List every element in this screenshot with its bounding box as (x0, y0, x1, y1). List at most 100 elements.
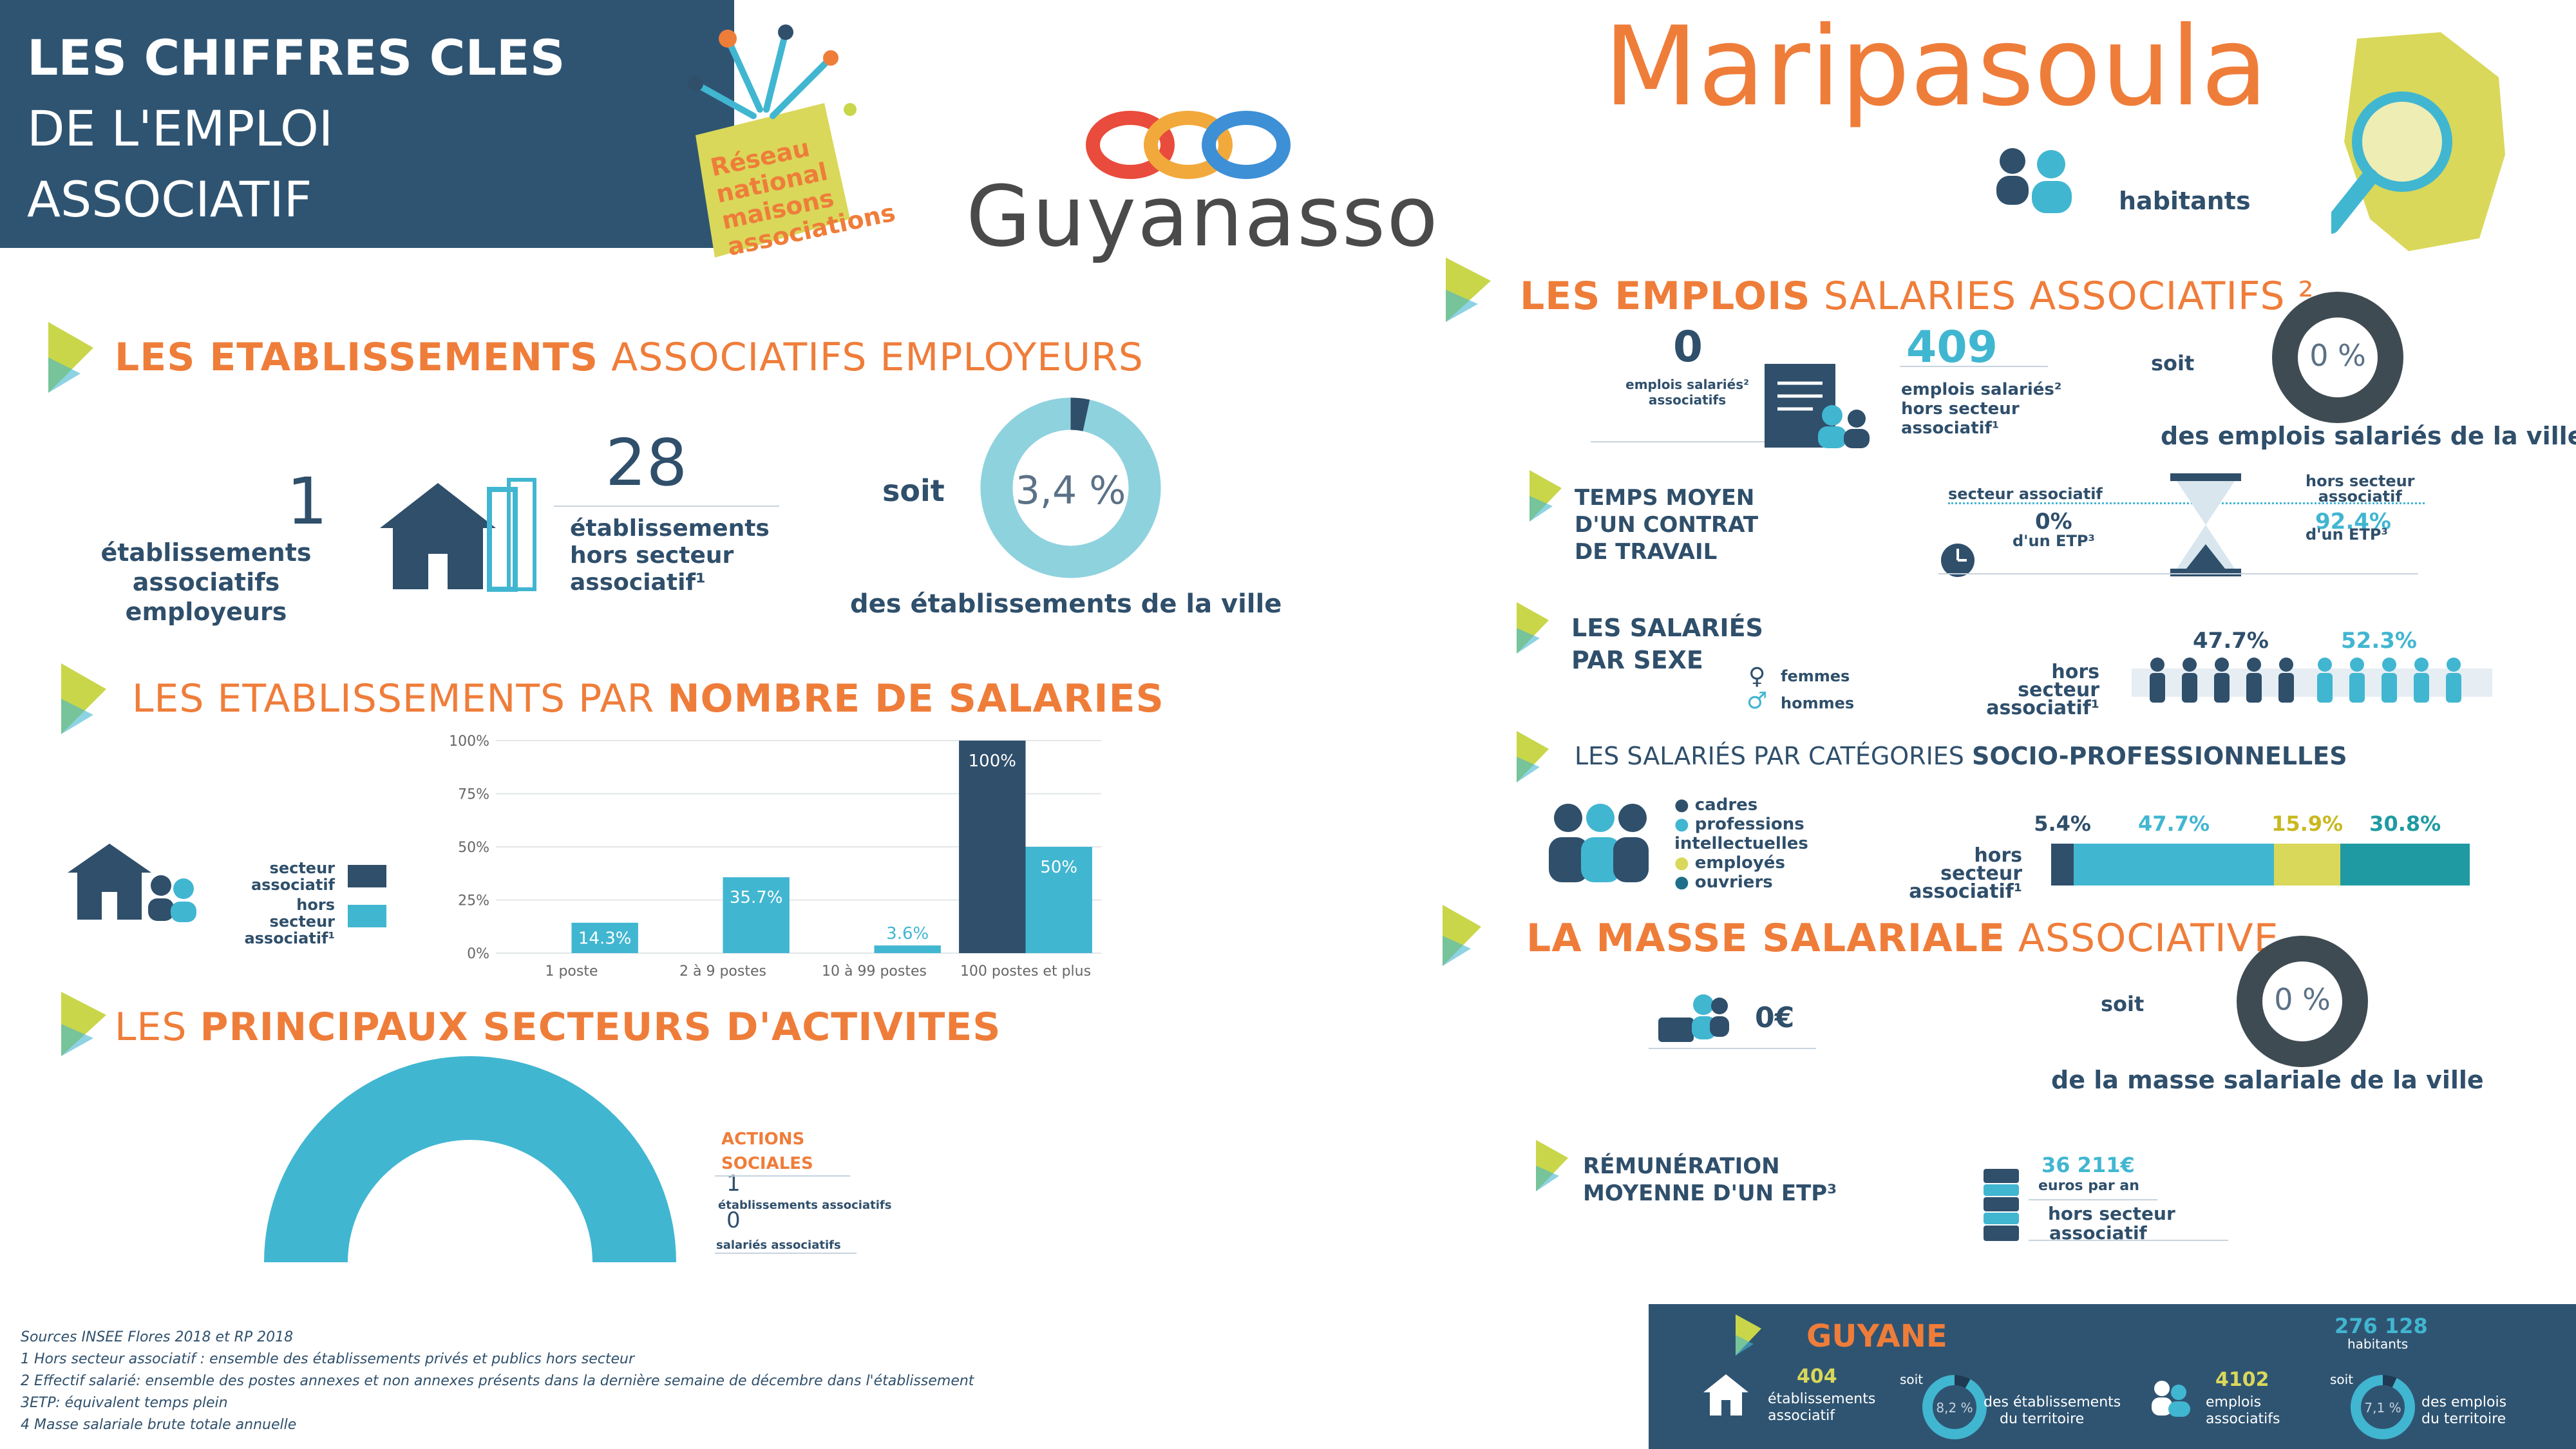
guyane-etab-count: 404 (1797, 1365, 1837, 1388)
emplois-count-label: emplois salariés² associatifs (1597, 377, 1777, 408)
house-buildings-icon (374, 477, 541, 595)
divider (1649, 1048, 1816, 1049)
csp-value-label: 5.4% (2034, 811, 2091, 836)
csp-row-label-2: associatif¹ (1909, 880, 2022, 903)
bar (723, 877, 790, 953)
section-marker-icon (1517, 602, 1549, 656)
csp-bar-segment (2340, 844, 2470, 886)
divider (2029, 1199, 2157, 1200)
secteurs-title-bold: PRINCIPAUX SECTEURS D'ACTIVITES (200, 1005, 1001, 1050)
etablissements-title: LES ETABLISSEMENTS ASSOCIATIFS EMPLOYEUR… (115, 335, 1144, 380)
emplois-title: LES EMPLOIS SALARIES ASSOCIATIFS ² (1520, 274, 2315, 319)
guyane-soit-2: soit (2330, 1372, 2354, 1387)
divider (715, 1175, 850, 1177)
csp-value-label: 47.7% (2137, 811, 2210, 836)
male-icon: ♂ (1747, 688, 1768, 714)
temps-hors-label-1: hors secteur (2306, 472, 2415, 490)
emplois-title-bold: LES EMPLOIS (1520, 274, 1811, 319)
guyane-panel: GUYANE 276 128 habitants 404 établisseme… (1649, 1304, 2576, 1449)
hors-etab-label: établissements hors secteur associatif¹ (570, 515, 770, 596)
sexe-row-label-1: hors secteur (2018, 661, 2099, 701)
header-title-line1: LES CHIFFRES CLES (27, 29, 565, 86)
csp-value-labels: 5.4% 47.7% 15.9% 30.8% (2034, 811, 2470, 837)
x-tick-label: 1 poste (545, 963, 598, 980)
hourglass-icon (2167, 473, 2244, 579)
guyane-habitants-label: habitants (2347, 1336, 2409, 1352)
guyane-emplois-arc (2351, 1375, 2415, 1439)
guyane-map (2323, 26, 2512, 258)
bar-chart: 0% 25% 50% 75% 100% 14.3% 1 poste 35.7% 2 à 9 po… (449, 734, 1101, 980)
divider (1938, 573, 2418, 574)
etab-share-value: 3,4 % (1015, 468, 1126, 513)
y-tick-label: 25% (458, 893, 489, 909)
guyane-etab-label: établissements associatif (1768, 1391, 1875, 1425)
masse-title: LA MASSE SALARIALE ASSOCIATIVE (1526, 916, 2279, 961)
divider (1591, 441, 1803, 442)
temps-hors-unit: d'un ETP³ (2306, 526, 2388, 544)
sexe-men-pct: 47.7% (2193, 628, 2269, 654)
emplois-share-donut: 0 % (2270, 290, 2405, 425)
csp-legend-label: cadres (1694, 795, 1758, 815)
clock-icon (1938, 541, 1977, 582)
hommes-label: hommes (1781, 694, 1855, 712)
header-title-line3: ASSOCIATIF (27, 171, 312, 228)
temps-hors-label-2: associatif (2318, 488, 2402, 506)
people-row (2132, 656, 2492, 710)
emplois-count-label-1: emplois salariés² (1625, 377, 1749, 392)
masse-share-value: 0 % (2274, 982, 2331, 1017)
csp-legend: ● cadres ● professions intellectuelles ●… (1674, 795, 1842, 892)
etablissements-title-bold: LES ETABLISSEMENTS (115, 335, 599, 380)
masse-title-rest: ASSOCIATIVE (2005, 916, 2279, 961)
guyane-etab-share: 8,2 % (1936, 1400, 1973, 1416)
guyane-etab-label-2: associatif (1768, 1408, 1835, 1424)
csp-legend-label: professions intellectuelles (1674, 815, 1808, 853)
header-title-box: LES CHIFFRES CLES DE L'EMPLOI ASSOCIATIF (0, 0, 734, 248)
emplois-hors-label-2: hors secteur (1901, 399, 2020, 419)
temps-hors-label: hors secteur associatif (2306, 473, 2415, 504)
guyanasso-logo: Guyanasso (966, 103, 1438, 270)
city-name: Maripasoula (1604, 3, 2268, 131)
brand-name: Guyanasso (966, 167, 1439, 265)
section-marker-icon (1443, 905, 1481, 969)
emplois-soit: soit (2151, 351, 2195, 375)
section-marker-icon (61, 663, 106, 737)
bar (874, 945, 941, 953)
divider (715, 1253, 857, 1254)
guyane-etab-label-1: établissements (1768, 1391, 1876, 1407)
sexe-title-2: PAR SEXE (1571, 646, 1703, 674)
source-line: 3ETP: équivalent temps plein (21, 1395, 228, 1411)
dotted-line (1948, 502, 2425, 504)
people-icon (1990, 145, 2080, 216)
section-marker-icon (1536, 1140, 1568, 1194)
legend-hors-label: hors secteur associatif¹ (244, 896, 335, 947)
divider (2029, 1240, 2228, 1241)
par-salaries-title-rest: LES ETABLISSEMENTS PAR (132, 676, 668, 721)
sexe-row-label: hors secteur associatif¹ (1964, 661, 2099, 719)
secteur-etab-count: 1 (726, 1171, 741, 1197)
csp-legend-item: ● professions intellectuelles (1674, 815, 1808, 853)
sexe-row-label-2: associatif¹ (1986, 697, 2099, 719)
secteur-sal-label: salariés associatifs (716, 1238, 841, 1252)
csp-value-label: 30.8% (2369, 811, 2441, 836)
par-salaries-title: LES ETABLISSEMENTS PAR NOMBRE DE SALARIE… (132, 676, 1164, 721)
guyane-etab-arc (1922, 1375, 1987, 1439)
temps-title: TEMPS MOYEN D'UN CONTRAT DE TRAVAIL (1575, 484, 1758, 565)
section-marker-icon (1517, 731, 1549, 785)
source-line: 1 Hors secteur associatif : ensemble des… (21, 1351, 634, 1367)
guyane-emplois-caption-2: du territoire (2421, 1411, 2506, 1427)
data-label: 50% (1040, 858, 1077, 877)
guyane-soit-1: soit (1900, 1372, 1924, 1387)
y-tick-label: 0% (467, 946, 489, 962)
people-icon (2148, 1378, 2193, 1419)
source-line: 4 Masse salariale brute totale annuelle (21, 1417, 297, 1433)
masse-share-donut: 0 % (2235, 934, 2370, 1069)
female-icon: ♀ (1748, 663, 1766, 690)
guyane-etab-donut: 8,2 % (1919, 1372, 1990, 1443)
section-marker-icon (1446, 258, 1491, 325)
guyane-emplois-share: 7,1 % (2364, 1400, 2401, 1416)
guyane-habitants-count: 276 128 (2334, 1314, 2428, 1338)
y-tick-label: 75% (458, 787, 489, 803)
x-tick-label: 10 à 99 postes (822, 963, 927, 980)
secteur-sal-count: 0 (726, 1208, 741, 1233)
habitants-label: habitants (2119, 187, 2251, 215)
